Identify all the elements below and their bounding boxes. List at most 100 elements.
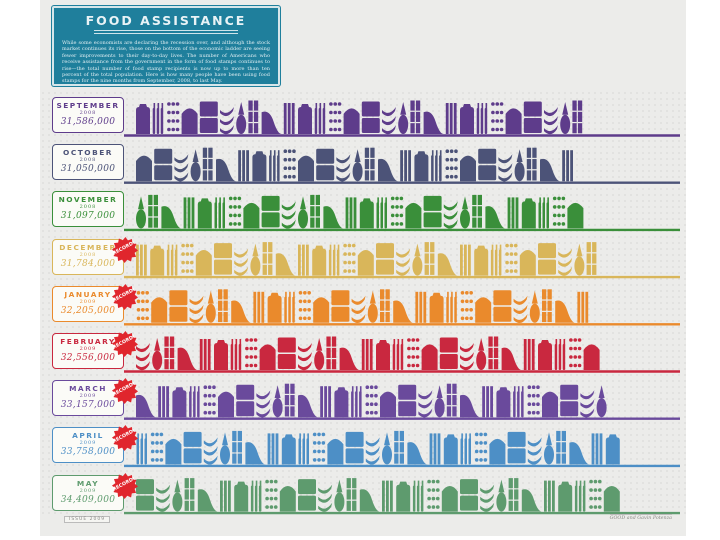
bottles-icon (328, 244, 340, 276)
cereal-box-shape (515, 197, 519, 229)
banana-shape (351, 304, 366, 314)
bottle-neck (477, 103, 480, 109)
can-shape (592, 253, 597, 264)
month-name: MAY (76, 478, 100, 488)
bottle-neck (329, 244, 332, 251)
food-bar-september (136, 100, 583, 135)
egg-shape (145, 308, 149, 312)
cereal-box-shape (349, 197, 353, 229)
egg-shape (303, 316, 307, 321)
bottle-shape (431, 155, 434, 182)
cereal-box-shape (468, 244, 471, 276)
month-value: 31,097,000 (60, 211, 116, 222)
banana-shape (256, 390, 271, 400)
can-shape (253, 100, 259, 111)
bottles-icon (376, 197, 387, 229)
egg-shape (155, 449, 159, 454)
banana-shape (136, 361, 150, 371)
pineapple-body (514, 162, 525, 182)
egg-shape (411, 346, 416, 351)
bottle-shape (234, 344, 238, 370)
pineapple-icon (514, 149, 525, 182)
box-shape (345, 448, 364, 464)
meat-icon (501, 347, 522, 370)
bottle-neck (431, 150, 434, 157)
cereal-box-shape (302, 244, 305, 276)
box-shape (136, 495, 154, 511)
bottle-shape (464, 438, 467, 465)
egg-shape (185, 252, 190, 256)
egg-shape (483, 432, 488, 437)
egg-shape (479, 441, 483, 445)
cereal-boxes-icon (298, 244, 309, 276)
egg-carton-icon (329, 102, 342, 132)
can-shape (208, 170, 213, 181)
pineapple-leaves (414, 243, 421, 257)
banana-shape (234, 257, 249, 267)
egg-shape (573, 363, 578, 368)
egg-shape (509, 260, 514, 265)
box-shape (345, 431, 364, 447)
cereal-box-shape (324, 386, 327, 418)
boxes-icon (261, 195, 280, 228)
can-shape (290, 395, 295, 406)
box-shape (560, 384, 579, 400)
box-shape (277, 337, 296, 353)
bananas-icon (189, 295, 204, 324)
record-badge: RECORD! (107, 468, 142, 503)
cans-icon (472, 194, 482, 228)
bottle-neck (219, 197, 221, 204)
cereal-box-shape (507, 197, 511, 229)
banana-shape (189, 295, 204, 305)
egg-shape (298, 291, 303, 295)
cans-icon (586, 242, 597, 275)
bottles-icon (152, 103, 164, 134)
box-shape (523, 118, 542, 133)
jug-icon (376, 340, 390, 370)
egg-shape (369, 402, 374, 407)
egg-shape (513, 243, 518, 248)
boxes-icon (136, 479, 154, 511)
bottle-neck (359, 386, 362, 393)
cereal-box-shape (238, 150, 241, 182)
can-shape (424, 242, 429, 253)
egg-shape (337, 127, 342, 132)
bottle-neck (421, 480, 424, 487)
egg-shape (435, 488, 440, 492)
box-shape (316, 148, 335, 164)
bottle-shape (554, 344, 558, 370)
meat-icon (177, 347, 198, 370)
bottle-shape (558, 344, 562, 370)
bananas-icon (156, 484, 171, 512)
bottle-neck (259, 480, 262, 487)
egg-shape (390, 205, 395, 209)
box-shape (298, 479, 316, 495)
box-shape (199, 101, 218, 117)
box-shape (538, 259, 556, 275)
egg-shape (411, 355, 416, 359)
bottle-shape (292, 296, 295, 323)
bottle-shape (454, 296, 457, 323)
meat-icon (569, 442, 590, 465)
egg-shape (573, 355, 578, 359)
food-bar-may (136, 478, 620, 512)
egg-shape (569, 338, 573, 342)
egg-shape (155, 441, 159, 445)
egg-shape (321, 441, 326, 445)
can-shape (190, 489, 195, 500)
can-shape (542, 289, 547, 300)
pineapple-icon (398, 102, 409, 134)
cans-icon (232, 430, 242, 464)
cereal-boxes-icon (267, 433, 279, 465)
boxes-icon (538, 243, 556, 275)
egg-shape (333, 127, 338, 132)
banana-shape (498, 172, 513, 182)
can-shape (315, 206, 320, 217)
pineapple-leaves (138, 196, 144, 210)
banana-shape (558, 257, 573, 267)
cereal-box-shape (433, 433, 437, 465)
can-shape (164, 359, 169, 370)
jug-icon (172, 387, 187, 418)
bottles-icon (189, 386, 200, 418)
pineapple-body (476, 350, 487, 370)
